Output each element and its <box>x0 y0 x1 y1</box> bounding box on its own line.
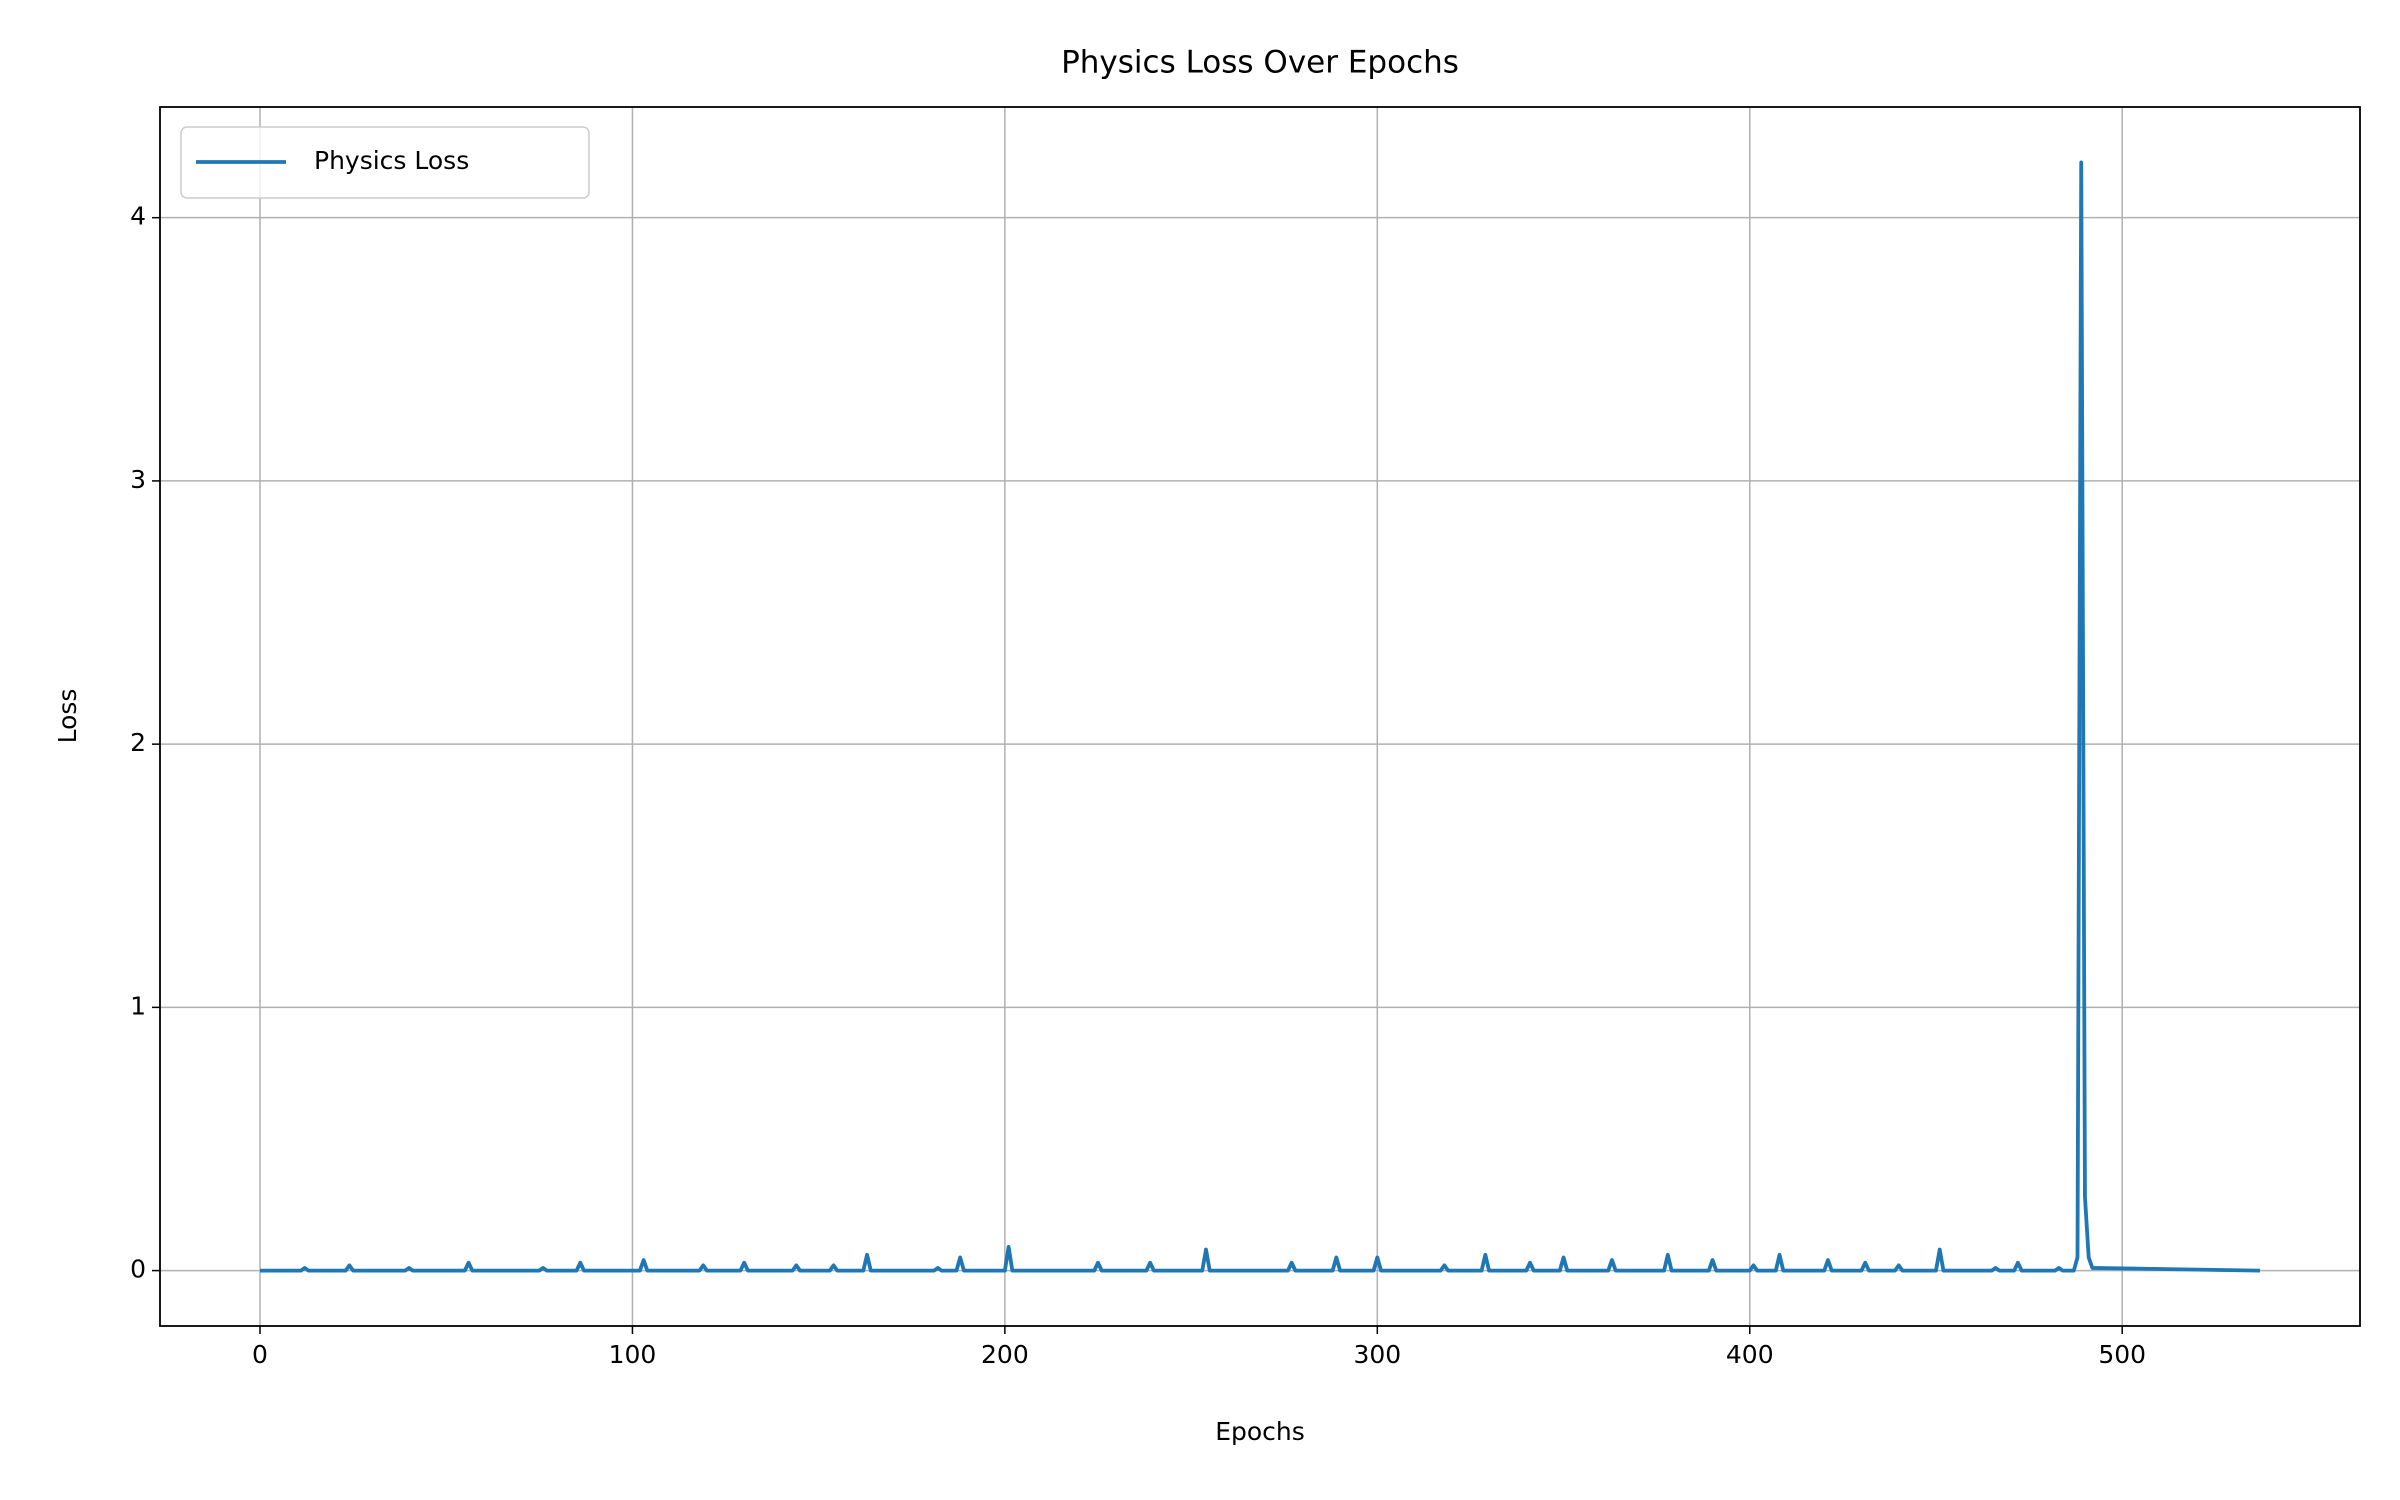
y-axis-label: Loss <box>53 689 82 744</box>
chart-title: Physics Loss Over Epochs <box>1061 45 1459 81</box>
x-tick-label: 300 <box>1353 1340 1401 1369</box>
y-tick-label: 2 <box>130 728 146 757</box>
legend-label: Physics Loss <box>314 146 469 175</box>
data-line <box>260 160 2261 1273</box>
y-tick-label: 0 <box>130 1255 146 1284</box>
y-tick-label: 1 <box>130 991 146 1020</box>
x-tick-label: 500 <box>2098 1340 2146 1369</box>
x-tick-label: 100 <box>609 1340 657 1369</box>
x-tick-label: 200 <box>981 1340 1029 1369</box>
y-tick-label: 4 <box>130 202 146 231</box>
x-tick-label: 0 <box>252 1340 268 1369</box>
y-tick-label: 3 <box>130 465 146 494</box>
plot-frame <box>159 106 2361 1327</box>
x-axis-label: Epochs <box>1215 1417 1305 1446</box>
x-tick-label: 400 <box>1726 1340 1774 1369</box>
legend-box <box>180 126 590 199</box>
